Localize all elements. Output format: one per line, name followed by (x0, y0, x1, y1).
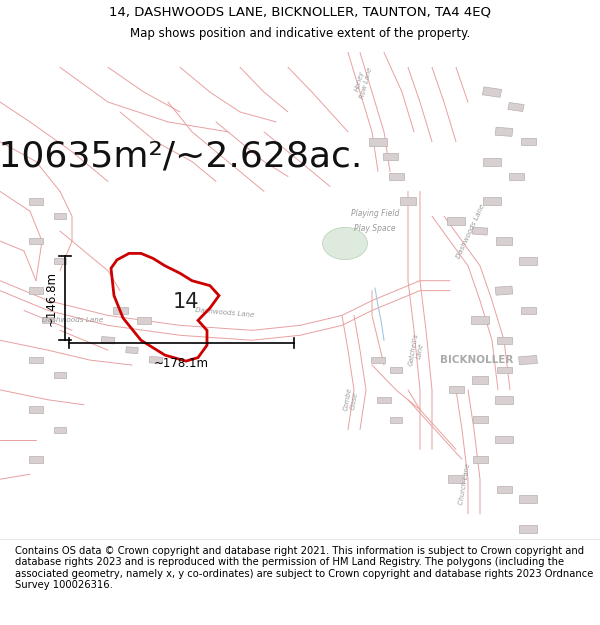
FancyBboxPatch shape (497, 337, 511, 344)
FancyBboxPatch shape (472, 227, 488, 235)
FancyBboxPatch shape (472, 376, 488, 384)
Text: Play Space: Play Space (354, 224, 396, 233)
FancyBboxPatch shape (389, 173, 404, 180)
FancyBboxPatch shape (447, 217, 465, 225)
FancyBboxPatch shape (383, 153, 398, 160)
FancyBboxPatch shape (497, 366, 511, 374)
FancyBboxPatch shape (473, 456, 488, 463)
FancyBboxPatch shape (471, 316, 489, 324)
FancyBboxPatch shape (495, 286, 513, 295)
FancyBboxPatch shape (400, 198, 416, 205)
Text: Dashwoods Lane: Dashwoods Lane (456, 203, 486, 259)
FancyBboxPatch shape (519, 495, 537, 503)
FancyBboxPatch shape (482, 87, 502, 98)
FancyBboxPatch shape (509, 173, 523, 180)
FancyBboxPatch shape (42, 318, 54, 323)
FancyBboxPatch shape (54, 427, 66, 432)
Text: 14: 14 (173, 291, 199, 311)
FancyBboxPatch shape (29, 456, 43, 462)
FancyBboxPatch shape (29, 288, 43, 294)
Text: Honey
Row Lane: Honey Row Lane (353, 65, 373, 99)
FancyBboxPatch shape (495, 436, 513, 444)
FancyBboxPatch shape (149, 356, 163, 364)
FancyBboxPatch shape (137, 317, 151, 324)
FancyBboxPatch shape (518, 356, 538, 365)
FancyBboxPatch shape (496, 237, 512, 245)
Text: Church Lane: Church Lane (458, 463, 472, 506)
FancyBboxPatch shape (377, 397, 391, 403)
FancyBboxPatch shape (369, 138, 387, 146)
FancyBboxPatch shape (448, 475, 464, 483)
Text: Combe
Close: Combe Close (343, 387, 359, 412)
FancyBboxPatch shape (371, 357, 385, 363)
Text: Contains OS data © Crown copyright and database right 2021. This information is : Contains OS data © Crown copyright and d… (15, 546, 593, 591)
Text: ~146.8m: ~146.8m (45, 271, 58, 326)
FancyBboxPatch shape (29, 357, 43, 363)
FancyBboxPatch shape (519, 257, 537, 265)
Text: Dashwoods Lane: Dashwoods Lane (195, 308, 255, 319)
FancyBboxPatch shape (521, 138, 536, 145)
FancyBboxPatch shape (113, 307, 128, 314)
Text: Gatchell's
Lane: Gatchell's Lane (408, 333, 426, 367)
FancyBboxPatch shape (495, 127, 513, 136)
FancyBboxPatch shape (495, 396, 513, 404)
Text: BICKNOLLER: BICKNOLLER (440, 355, 514, 365)
FancyBboxPatch shape (101, 336, 115, 344)
FancyBboxPatch shape (390, 417, 402, 422)
Text: ~178.1m: ~178.1m (154, 357, 209, 369)
FancyBboxPatch shape (508, 102, 524, 111)
FancyBboxPatch shape (390, 367, 402, 373)
FancyBboxPatch shape (483, 158, 501, 166)
FancyBboxPatch shape (29, 198, 43, 204)
FancyBboxPatch shape (449, 386, 464, 393)
Text: Playing Field: Playing Field (351, 209, 399, 218)
FancyBboxPatch shape (29, 238, 43, 244)
FancyBboxPatch shape (54, 213, 66, 219)
FancyBboxPatch shape (519, 525, 537, 532)
FancyBboxPatch shape (483, 198, 501, 205)
FancyBboxPatch shape (54, 258, 66, 264)
FancyBboxPatch shape (54, 372, 66, 378)
Text: Dashwoods Lane: Dashwoods Lane (42, 318, 103, 323)
FancyBboxPatch shape (473, 416, 488, 423)
FancyBboxPatch shape (521, 307, 536, 314)
FancyBboxPatch shape (29, 406, 43, 413)
Text: Map shows position and indicative extent of the property.: Map shows position and indicative extent… (130, 27, 470, 39)
FancyBboxPatch shape (126, 347, 138, 354)
Text: 14, DASHWOODS LANE, BICKNOLLER, TAUNTON, TA4 4EQ: 14, DASHWOODS LANE, BICKNOLLER, TAUNTON,… (109, 6, 491, 18)
FancyBboxPatch shape (497, 486, 511, 492)
Text: ~10635m²/~2.628ac.: ~10635m²/~2.628ac. (0, 139, 362, 174)
Ellipse shape (323, 228, 367, 259)
